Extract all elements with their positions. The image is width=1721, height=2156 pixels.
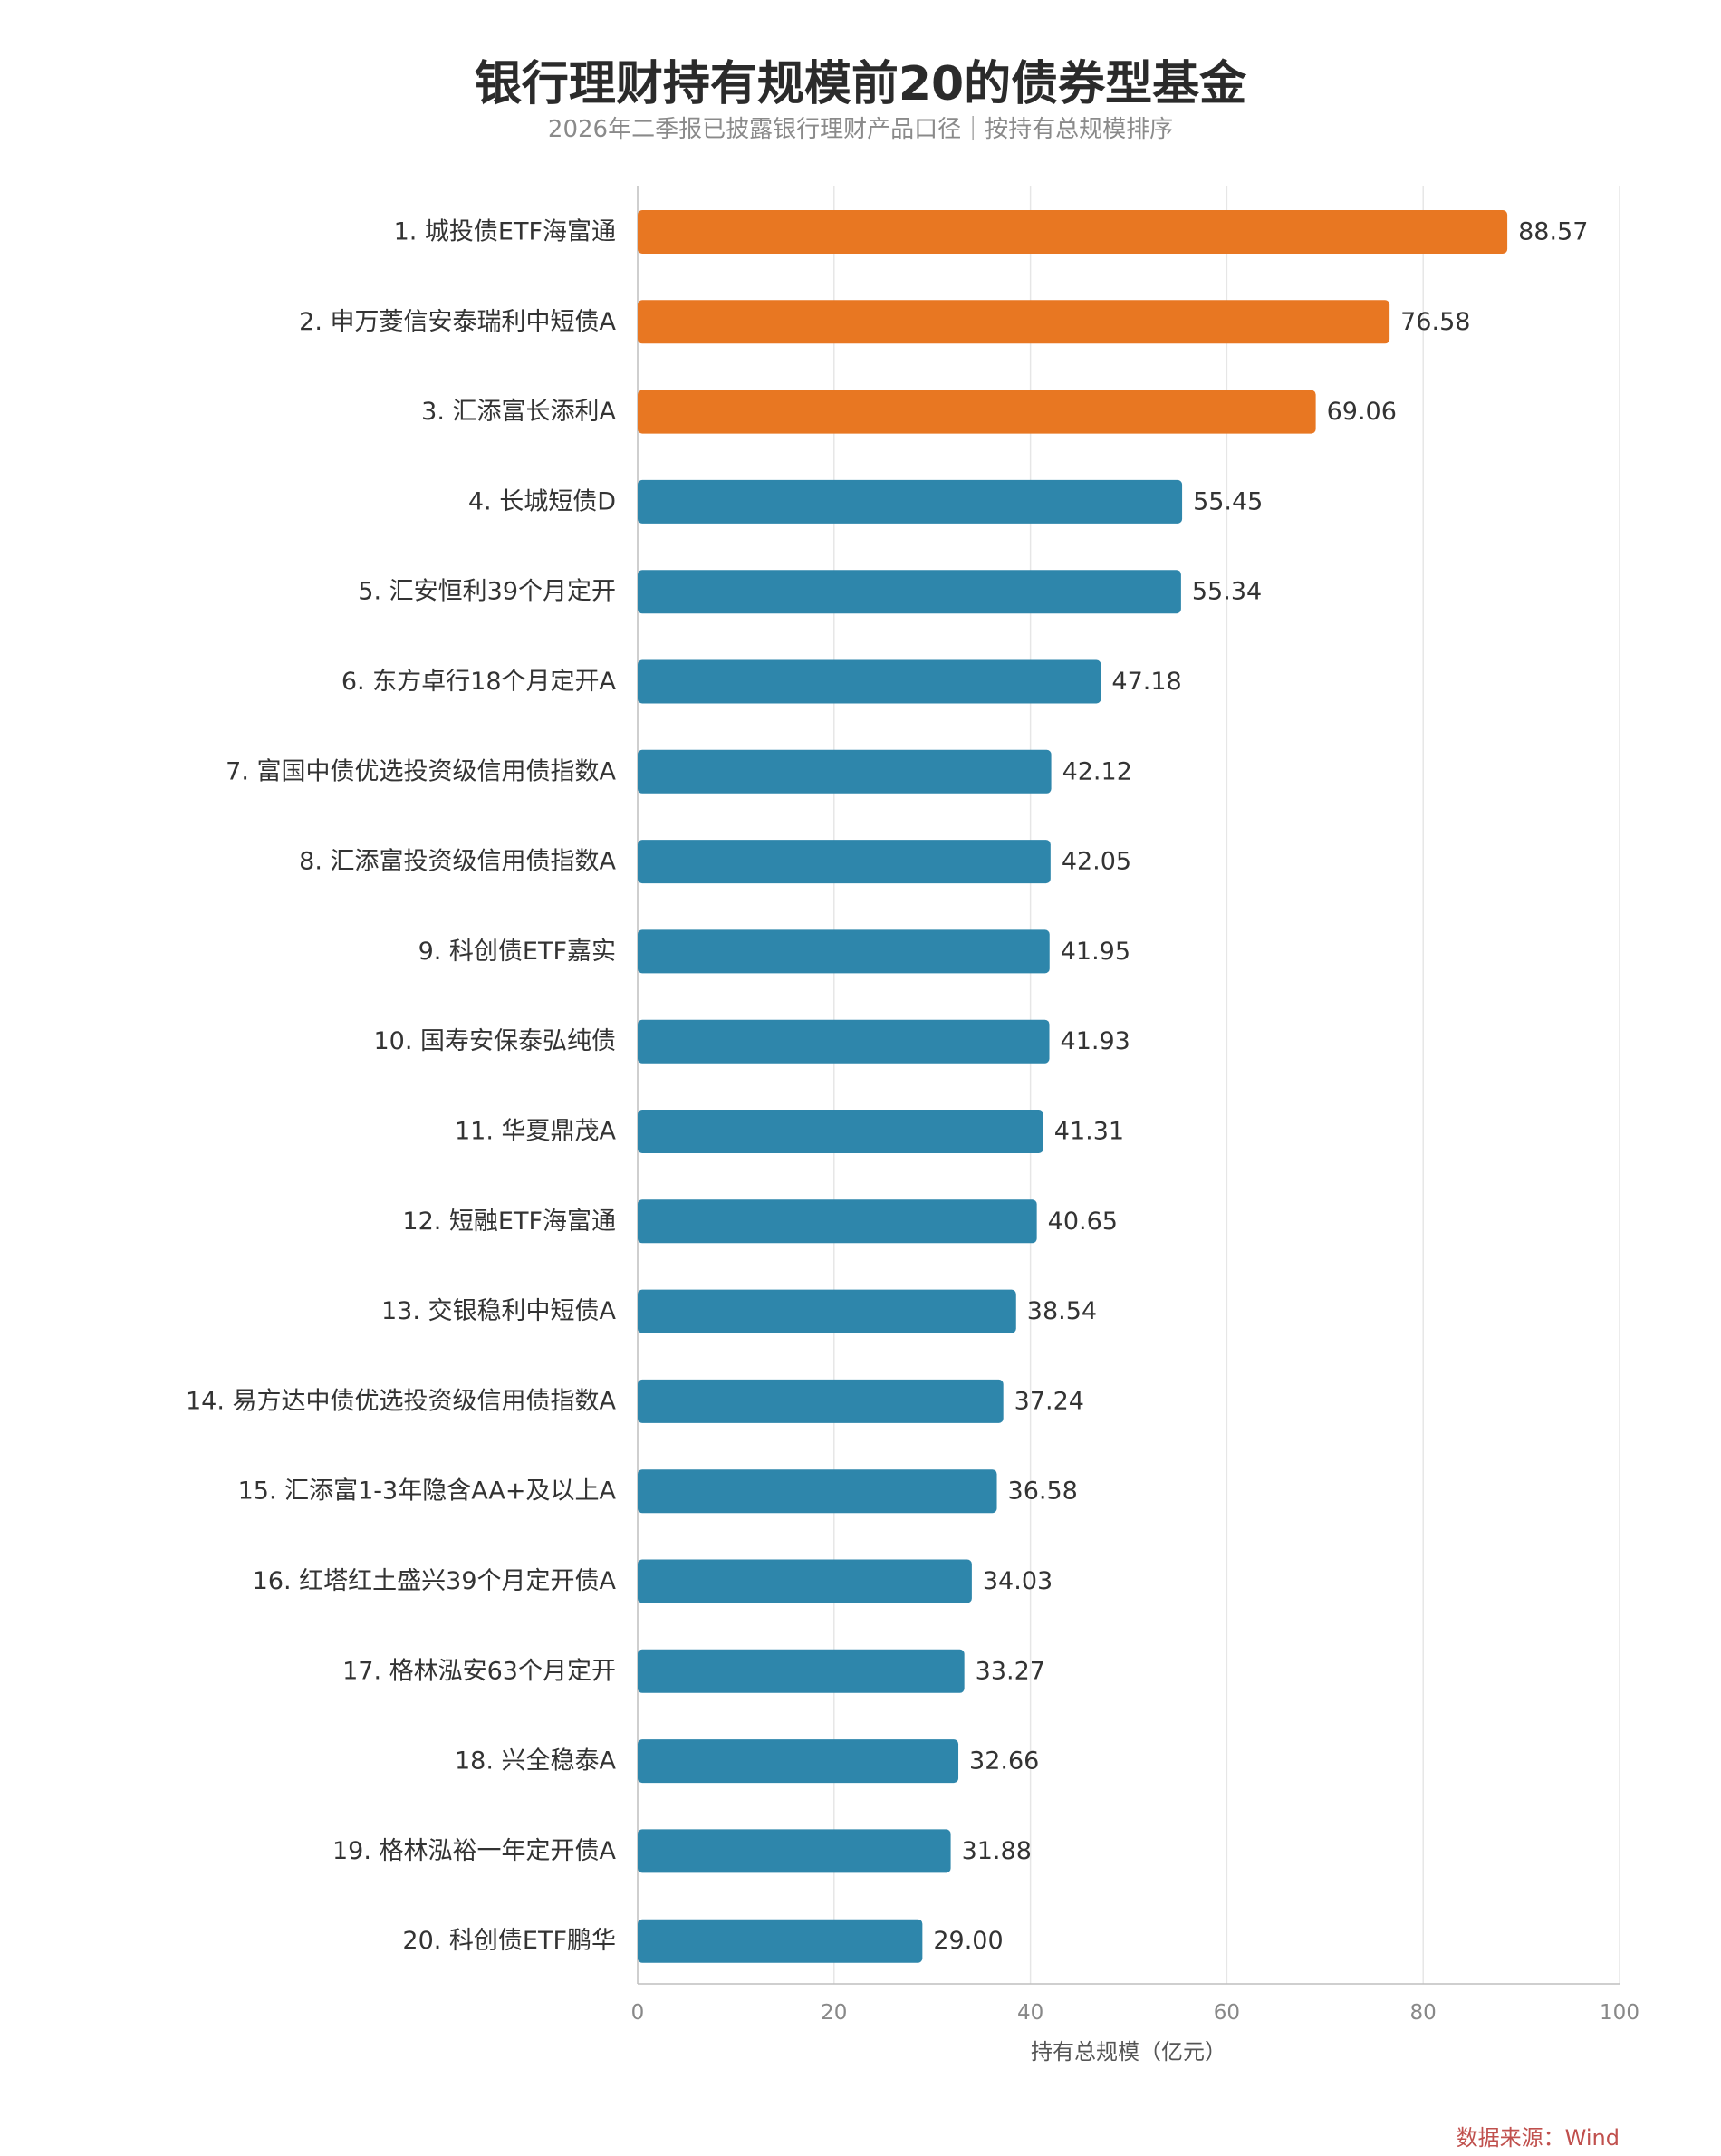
category-label: 1. 城投债ETF海富通 bbox=[394, 218, 616, 246]
x-tick-label: 40 bbox=[1017, 2001, 1043, 2025]
category-label: 18. 兴全稳泰A bbox=[455, 1747, 617, 1776]
data-source-note: 数据来源：Wind bbox=[1456, 2125, 1620, 2151]
value-label: 55.45 bbox=[1193, 487, 1263, 515]
bar bbox=[638, 840, 1051, 884]
category-labels: 1. 城投债ETF海富通 2. 申万菱信安泰瑞利中短债A 3. 汇添富长添利A 4. … bbox=[186, 218, 617, 1956]
category-label: 20. 科创债ETF鹏华 bbox=[402, 1927, 616, 1955]
category-label: 7. 富国中债优选投资级信用债指数A bbox=[226, 757, 616, 785]
value-label: 88.57 bbox=[1518, 218, 1588, 246]
bar bbox=[638, 390, 1316, 434]
bar bbox=[638, 1110, 1043, 1153]
x-tick-label: 60 bbox=[1214, 2001, 1240, 2025]
category-label: 6. 东方卓行18个月定开A bbox=[341, 668, 617, 696]
bar bbox=[638, 1649, 965, 1693]
bar bbox=[638, 1019, 1050, 1064]
bar bbox=[638, 300, 1390, 344]
chart-subtitle: 2026年二季报已披露银行理财产品口径｜按持有总规模排序 bbox=[547, 116, 1174, 143]
value-label: 32.66 bbox=[969, 1747, 1039, 1776]
bar bbox=[638, 1829, 951, 1873]
category-label: 4. 长城短债D bbox=[468, 487, 616, 515]
category-label: 9. 科创债ETF嘉实 bbox=[418, 938, 616, 966]
category-label: 16. 红塔红土盛兴39个月定开债A bbox=[253, 1567, 617, 1595]
value-label: 41.95 bbox=[1061, 938, 1130, 966]
value-label: 33.27 bbox=[976, 1657, 1045, 1685]
bar bbox=[638, 929, 1050, 974]
bar bbox=[638, 659, 1101, 704]
category-label: 11. 华夏鼎茂A bbox=[455, 1118, 617, 1146]
value-label: 38.54 bbox=[1027, 1297, 1097, 1325]
value-label: 41.93 bbox=[1061, 1027, 1130, 1055]
value-label: 42.05 bbox=[1062, 848, 1131, 876]
category-label: 8. 汇添富投资级信用债指数A bbox=[299, 848, 616, 876]
category-label: 17. 格林泓安63个月定开 bbox=[342, 1657, 616, 1685]
category-label: 5. 汇安恒利39个月定开 bbox=[358, 578, 616, 606]
category-label: 3. 汇添富长添利A bbox=[421, 398, 616, 426]
value-label: 37.24 bbox=[1014, 1387, 1084, 1415]
bar bbox=[638, 1919, 923, 1963]
x-tick-label: 80 bbox=[1410, 2001, 1437, 2025]
x-tick-label: 20 bbox=[821, 2001, 847, 2025]
x-tick-label: 0 bbox=[631, 2001, 645, 2025]
value-label: 29.00 bbox=[933, 1927, 1003, 1955]
value-label: 34.03 bbox=[983, 1567, 1053, 1595]
value-label: 69.06 bbox=[1327, 398, 1397, 426]
value-label: 55.34 bbox=[1192, 578, 1262, 606]
bar bbox=[638, 1289, 1016, 1333]
bar bbox=[638, 570, 1181, 614]
category-label: 14. 易方达中债优选投资级信用债指数A bbox=[186, 1387, 617, 1415]
category-label: 13. 交银稳利中短债A bbox=[381, 1297, 617, 1325]
bar bbox=[638, 1199, 1037, 1244]
category-label: 19. 格林泓裕一年定开债A bbox=[332, 1837, 617, 1865]
value-labels: 88.57 76.58 69.06 55.45 55.34 47.18 42.12 42.05… bbox=[933, 218, 1588, 1956]
bar bbox=[638, 1379, 1004, 1423]
category-label: 12. 短融ETF海富通 bbox=[402, 1208, 616, 1236]
value-label: 76.58 bbox=[1400, 308, 1470, 336]
x-tick-label: 100 bbox=[1600, 2001, 1639, 2025]
bar bbox=[638, 210, 1508, 254]
chart-title: 银行理财持有规模前20的债券型基金 bbox=[474, 57, 1247, 111]
value-label: 31.88 bbox=[962, 1837, 1032, 1865]
category-label: 10. 国寿安保泰弘纯债 bbox=[373, 1027, 616, 1055]
x-axis-label: 持有总规模（亿元） bbox=[1031, 2039, 1226, 2065]
bar bbox=[638, 1739, 959, 1784]
category-label: 2. 申万菱信安泰瑞利中短债A bbox=[299, 308, 616, 336]
value-label: 36.58 bbox=[1008, 1477, 1078, 1506]
grid-lines bbox=[637, 186, 1620, 1985]
category-label: 15. 汇添富1-3年隐含AA+及以上A bbox=[238, 1477, 617, 1506]
bars-group bbox=[638, 210, 1508, 1963]
bar bbox=[638, 479, 1183, 524]
x-axis-ticks: 0 20 40 60 80 100 bbox=[631, 2001, 1639, 2025]
value-label: 41.31 bbox=[1054, 1118, 1124, 1146]
bar bbox=[638, 1559, 972, 1603]
value-label: 42.12 bbox=[1062, 757, 1132, 785]
bar bbox=[638, 1469, 997, 1514]
bar bbox=[638, 749, 1052, 794]
value-label: 40.65 bbox=[1048, 1208, 1118, 1236]
value-label: 47.18 bbox=[1111, 668, 1181, 696]
